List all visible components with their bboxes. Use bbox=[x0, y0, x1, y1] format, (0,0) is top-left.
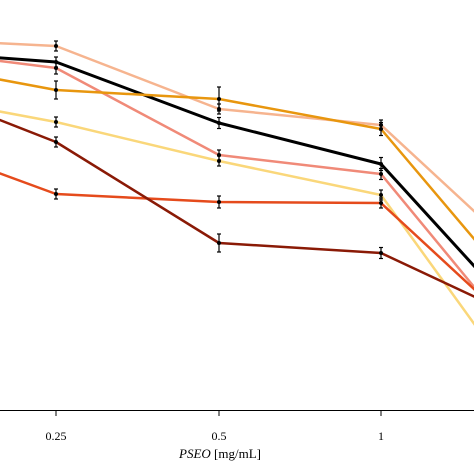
data-point bbox=[217, 159, 221, 163]
series-1-line bbox=[0, 56, 474, 269]
data-point bbox=[217, 121, 221, 125]
data-point bbox=[379, 201, 383, 205]
series-6 bbox=[0, 172, 474, 291]
data-point bbox=[379, 162, 383, 166]
data-point bbox=[54, 140, 58, 144]
data-point bbox=[379, 127, 383, 131]
data-point bbox=[379, 172, 383, 176]
series-3 bbox=[0, 59, 474, 289]
data-point bbox=[217, 200, 221, 204]
series-5 bbox=[0, 110, 474, 326]
series-7 bbox=[0, 118, 474, 298]
data-point bbox=[54, 66, 58, 70]
data-point bbox=[379, 251, 383, 255]
series-1 bbox=[0, 56, 474, 269]
x-tick-label: 0.25 bbox=[46, 429, 67, 443]
x-axis-title-quantity: PSEO bbox=[178, 446, 211, 461]
data-point bbox=[54, 88, 58, 92]
data-point bbox=[54, 192, 58, 196]
x-axis-title-unit: [mg/mL] bbox=[211, 446, 261, 461]
series-layer bbox=[0, 40, 474, 326]
data-point bbox=[54, 120, 58, 124]
x-tick-label: 0.5 bbox=[212, 429, 227, 443]
data-point bbox=[217, 241, 221, 245]
series-4 bbox=[0, 78, 474, 241]
data-point bbox=[217, 97, 221, 101]
x-tick-label: 1 bbox=[378, 429, 384, 443]
series-3-line bbox=[0, 59, 474, 289]
data-point bbox=[379, 193, 383, 197]
data-point bbox=[54, 44, 58, 48]
x-axis-ticks: 0.25 0.5 1 bbox=[46, 410, 384, 443]
x-axis-title: PSEO [mg/mL] bbox=[178, 446, 261, 461]
